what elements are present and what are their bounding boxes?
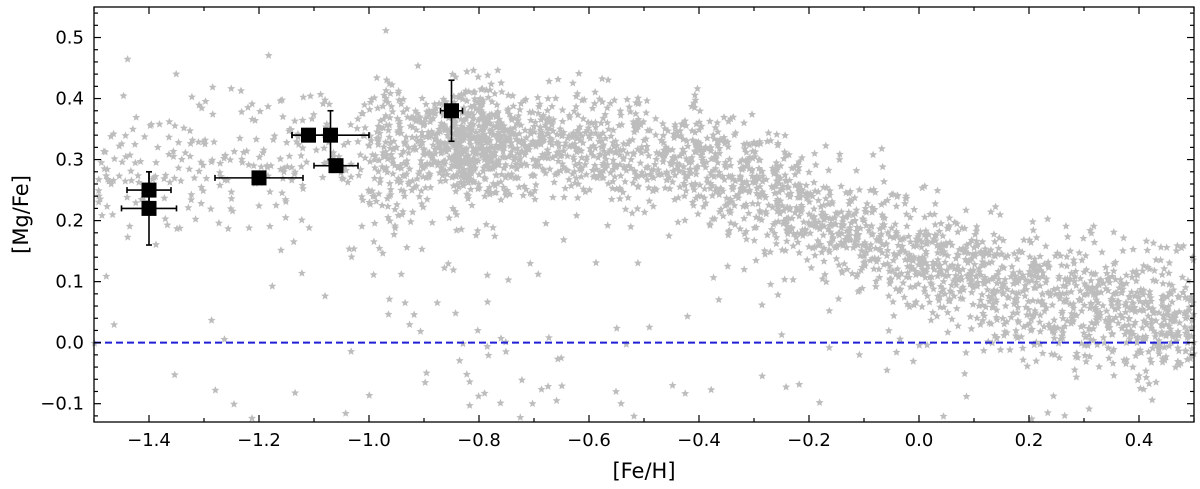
data-point-square: [444, 103, 459, 119]
y-tick-label: −0.1: [40, 394, 84, 415]
y-axis-ticks: −0.1 0.0 0.1 0.2 0.3 0.4 0.5: [40, 12, 1194, 417]
x-tick-label: −0.8: [457, 430, 501, 451]
x-tick-label: −1.4: [127, 430, 171, 451]
data-point-square: [141, 200, 157, 216]
x-tick-label: −1.0: [347, 430, 391, 451]
x-tick-label: 0.0: [905, 430, 934, 451]
y-tick-label: 0.5: [55, 28, 84, 49]
x-tick-label: 0.2: [1015, 430, 1044, 451]
background-star-sample: [90, 26, 1198, 423]
x-axis-label: [Fe/H]: [612, 459, 675, 483]
y-tick-label: 0.3: [55, 150, 84, 171]
x-tick-label: −0.6: [567, 430, 611, 451]
x-axis-ticks: −1.4 −1.2 −1.0 −0.8 −0.6 −0.4 −0.2 0.0 0.2 0.4: [93, 7, 1195, 451]
y-tick-label: 0.4: [55, 89, 84, 110]
data-point-square: [251, 170, 267, 186]
y-tick-label: 0.2: [55, 211, 84, 232]
x-tick-label: −1.2: [237, 430, 281, 451]
data-point-square: [328, 158, 344, 174]
x-tick-label: 0.4: [1125, 430, 1154, 451]
y-tick-label: 0.0: [55, 333, 84, 354]
y-tick-label: 0.1: [55, 272, 84, 293]
data-point-square: [141, 182, 157, 198]
x-tick-label: −0.4: [677, 430, 721, 451]
data-point-square: [323, 127, 338, 143]
star-points: [90, 26, 1198, 423]
measurement-markers: [141, 103, 459, 216]
y-axis-label: [Mg/Fe]: [9, 175, 33, 254]
data-point-square: [301, 127, 316, 143]
x-tick-label: −0.2: [787, 430, 831, 451]
